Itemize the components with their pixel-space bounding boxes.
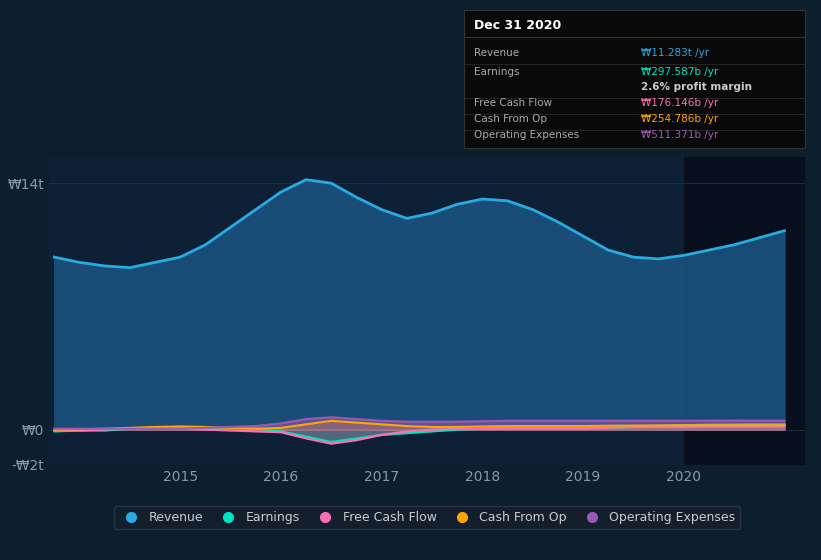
Bar (684, 157, 805, 465)
Text: 2.6% profit margin: 2.6% profit margin (641, 82, 752, 92)
Text: Dec 31 2020: Dec 31 2020 (474, 19, 562, 32)
Text: ₩297.587b /yr: ₩297.587b /yr (641, 67, 718, 77)
Text: ₩254.786b /yr: ₩254.786b /yr (641, 114, 718, 124)
Text: Cash From Op: Cash From Op (474, 114, 547, 124)
Text: ₩11.283t /yr: ₩11.283t /yr (641, 48, 709, 58)
Text: Free Cash Flow: Free Cash Flow (474, 97, 553, 108)
Text: Operating Expenses: Operating Expenses (474, 130, 580, 141)
Text: ₩511.371b /yr: ₩511.371b /yr (641, 130, 718, 141)
Text: Earnings: Earnings (474, 67, 520, 77)
Text: Revenue: Revenue (474, 48, 519, 58)
Legend: Revenue, Earnings, Free Cash Flow, Cash From Op, Operating Expenses: Revenue, Earnings, Free Cash Flow, Cash … (113, 506, 741, 529)
Text: ₩176.146b /yr: ₩176.146b /yr (641, 97, 718, 108)
